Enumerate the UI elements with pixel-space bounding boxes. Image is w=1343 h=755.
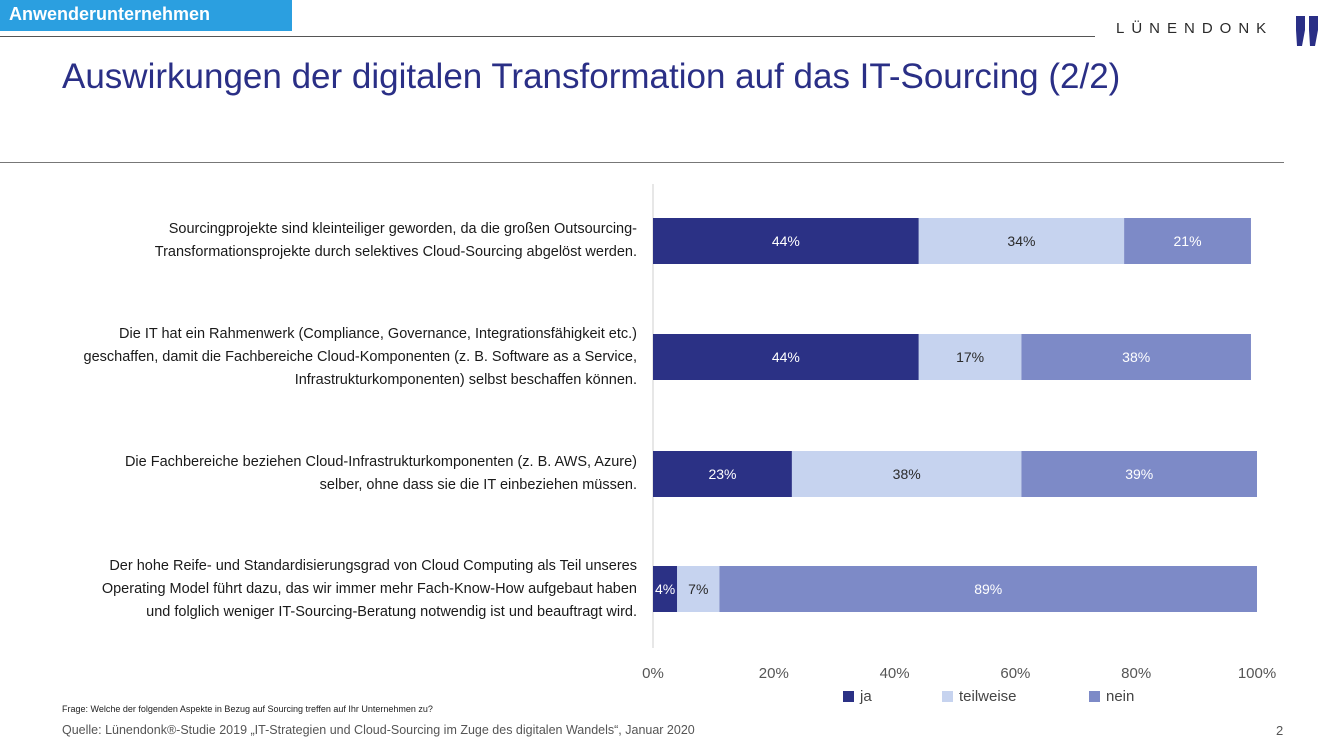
category-label-line: Die IT hat ein Rahmenwerk (Compliance, G… <box>119 325 637 342</box>
data-label-nein-4: 89% <box>974 581 1002 597</box>
bar-segment-nein-1 <box>1124 218 1251 264</box>
data-label-ja-3: 23% <box>708 466 736 482</box>
bar-segment-ja-4 <box>653 566 678 612</box>
bar-segment-nein-2 <box>1021 334 1251 380</box>
page-number: 2 <box>1276 723 1284 738</box>
header-divider <box>0 36 1095 37</box>
data-label-nein-3: 39% <box>1125 466 1153 482</box>
category-label-line: und folglich weniger IT-Sourcing-Beratun… <box>146 603 637 620</box>
category-label-line: Die Fachbereiche beziehen Cloud-Infrastr… <box>124 454 637 470</box>
category-label-line: Der hohe Reife- und Standardisierungsgra… <box>109 557 637 574</box>
legend-label: ja <box>860 688 872 705</box>
category-label-line: Infrastrukturkomponenten) selbst beschaf… <box>294 371 637 388</box>
title-divider <box>0 162 1284 163</box>
category-label-1: Sourcingprojekte sind kleinteiliger gewo… <box>155 218 637 264</box>
section-tag: Anwenderunternehmen <box>0 0 292 31</box>
survey-question: Frage: Welche der folgenden Aspekte in B… <box>62 704 433 714</box>
legend-item-nein: nein <box>1089 688 1134 708</box>
bar-segment-nein-3 <box>1021 451 1257 497</box>
x-tick-label: 20% <box>759 665 789 682</box>
x-tick-label: 0% <box>642 665 664 682</box>
category-label-line: selber, ohne dass sie die IT einbeziehen… <box>319 477 637 493</box>
bar-segment-teilweise-4 <box>677 566 720 612</box>
legend-swatch <box>942 691 953 702</box>
legend-label: teilweise <box>959 688 1017 705</box>
category-label-line: Transformationsprojekte durch selektives… <box>154 244 637 260</box>
x-tick-label: 100% <box>1238 665 1276 682</box>
brand-name: LÜNENDONK <box>1116 20 1274 37</box>
data-label-nein-2: 38% <box>1122 349 1150 365</box>
section-tag-label: Anwenderunternehmen <box>9 4 211 24</box>
bar-segment-teilweise-3 <box>791 451 1022 497</box>
category-label-line: geschaffen, damit die Fachbereiche Cloud… <box>83 348 637 365</box>
data-label-nein-1: 21% <box>1174 233 1202 249</box>
category-label-4: Der hohe Reife- und Standardisierungsgra… <box>102 555 637 624</box>
data-label-ja-2: 44% <box>772 349 800 365</box>
bar-segment-nein-4 <box>719 566 1257 612</box>
bar-segment-teilweise-2 <box>918 334 1022 380</box>
bar-segment-ja-2 <box>653 334 919 380</box>
data-label-teilweise-3: 38% <box>893 466 921 482</box>
legend-label: nein <box>1106 688 1135 705</box>
x-tick-label: 60% <box>1000 665 1030 682</box>
bar-segment-ja-1 <box>653 218 919 264</box>
data-label-teilweise-4: 7% <box>688 581 708 597</box>
data-label-teilweise-1: 34% <box>1007 233 1035 249</box>
x-tick-label: 40% <box>880 665 910 682</box>
category-label-line: Operating Model führt dazu, das wir imme… <box>101 580 637 597</box>
bar-segment-teilweise-1 <box>918 218 1125 264</box>
category-label-2: Die IT hat ein Rahmenwerk (Compliance, G… <box>84 323 637 392</box>
brand-quote-icon <box>1296 16 1318 46</box>
page-title: Auswirkungen der digitalen Transformatio… <box>62 57 1121 96</box>
data-label-ja-4: 4% <box>655 581 675 597</box>
legend-swatch <box>1089 691 1100 702</box>
source-note: Quelle: Lünendonk®-Studie 2019 „IT-Strat… <box>62 723 695 737</box>
legend-swatch <box>843 691 854 702</box>
data-label-teilweise-2: 17% <box>956 349 984 365</box>
data-label-ja-1: 44% <box>772 233 800 249</box>
bar-segment-ja-3 <box>653 451 792 497</box>
legend-item-teilweise: teilweise <box>942 688 1017 708</box>
category-label-line: Sourcingprojekte sind kleinteiliger gewo… <box>168 221 637 237</box>
category-label-3: Die Fachbereiche beziehen Cloud-Infrastr… <box>125 451 637 497</box>
x-tick-label: 80% <box>1121 665 1151 682</box>
legend-item-ja: ja <box>843 688 872 708</box>
